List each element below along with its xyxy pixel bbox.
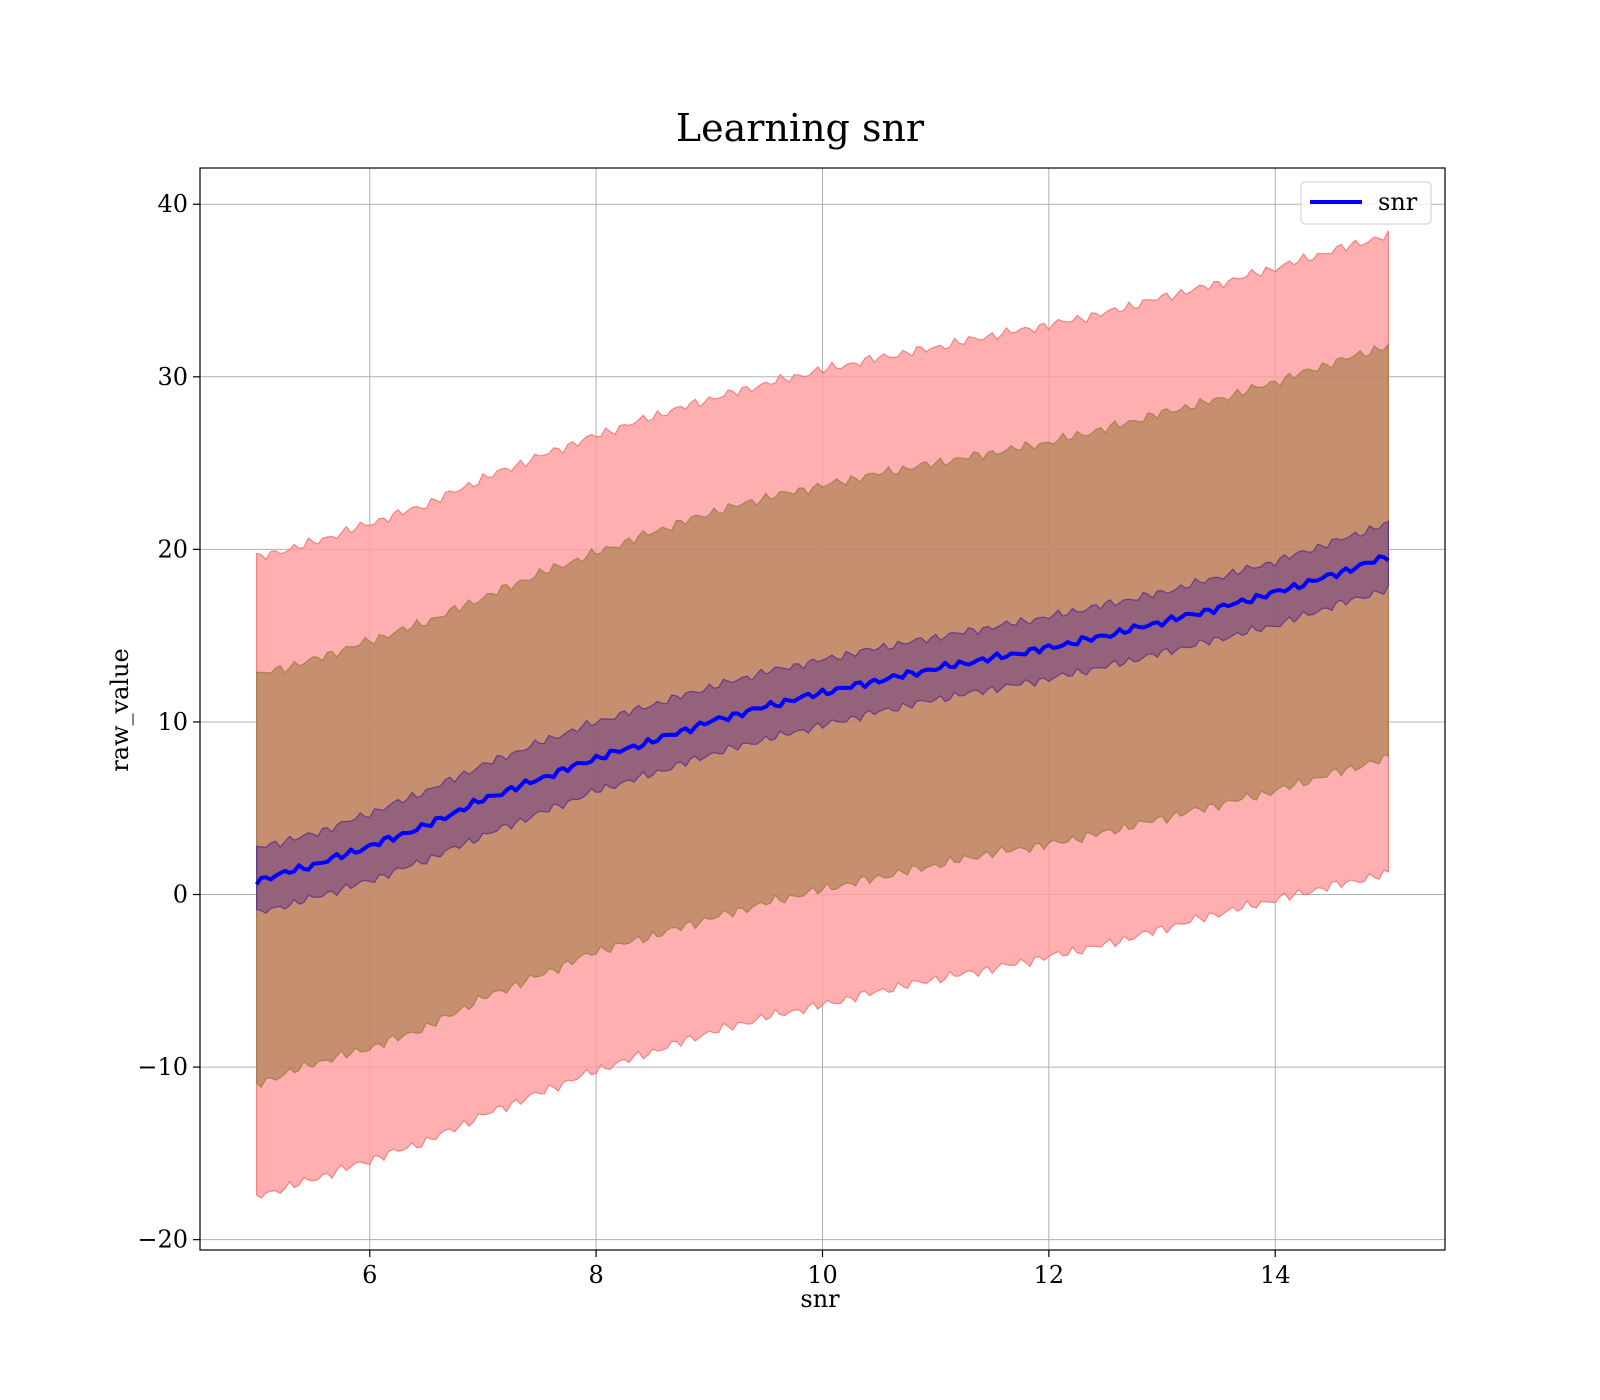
y-axis-label: raw_value xyxy=(106,648,134,772)
x-tick-label-1: 8 xyxy=(588,1261,603,1289)
y-tick-label-4: 20 xyxy=(157,535,188,563)
y-axis-ticks: −20 −10 0 10 20 30 40 xyxy=(137,190,200,1254)
legend-label-snr: snr xyxy=(1378,188,1418,216)
y-tick-label-2: 0 xyxy=(173,881,188,909)
y-tick-label-1: −10 xyxy=(137,1053,188,1081)
series-line-snr xyxy=(254,554,1390,886)
y-tick-label-5: 30 xyxy=(157,363,188,391)
bands xyxy=(256,230,1389,1199)
chart-title: Learning snr xyxy=(676,106,925,150)
band-inner xyxy=(256,520,1389,914)
y-tick-label-3: 10 xyxy=(157,708,188,736)
x-tick-label-3: 12 xyxy=(1034,1261,1065,1289)
legend: snr xyxy=(1300,181,1432,225)
x-axis-ticks: 6 8 10 12 14 xyxy=(362,1250,1291,1289)
x-tick-label-0: 6 xyxy=(362,1261,377,1289)
x-tick-label-4: 14 xyxy=(1260,1261,1291,1289)
y-tick-label-0: −20 xyxy=(137,1226,188,1254)
x-tick-label-2: 10 xyxy=(807,1261,838,1289)
y-tick-label-6: 40 xyxy=(157,190,188,218)
legend-frame xyxy=(1300,181,1432,225)
series-lines xyxy=(254,554,1390,886)
x-axis-label: snr xyxy=(800,1285,840,1313)
band-middle xyxy=(256,342,1389,1089)
